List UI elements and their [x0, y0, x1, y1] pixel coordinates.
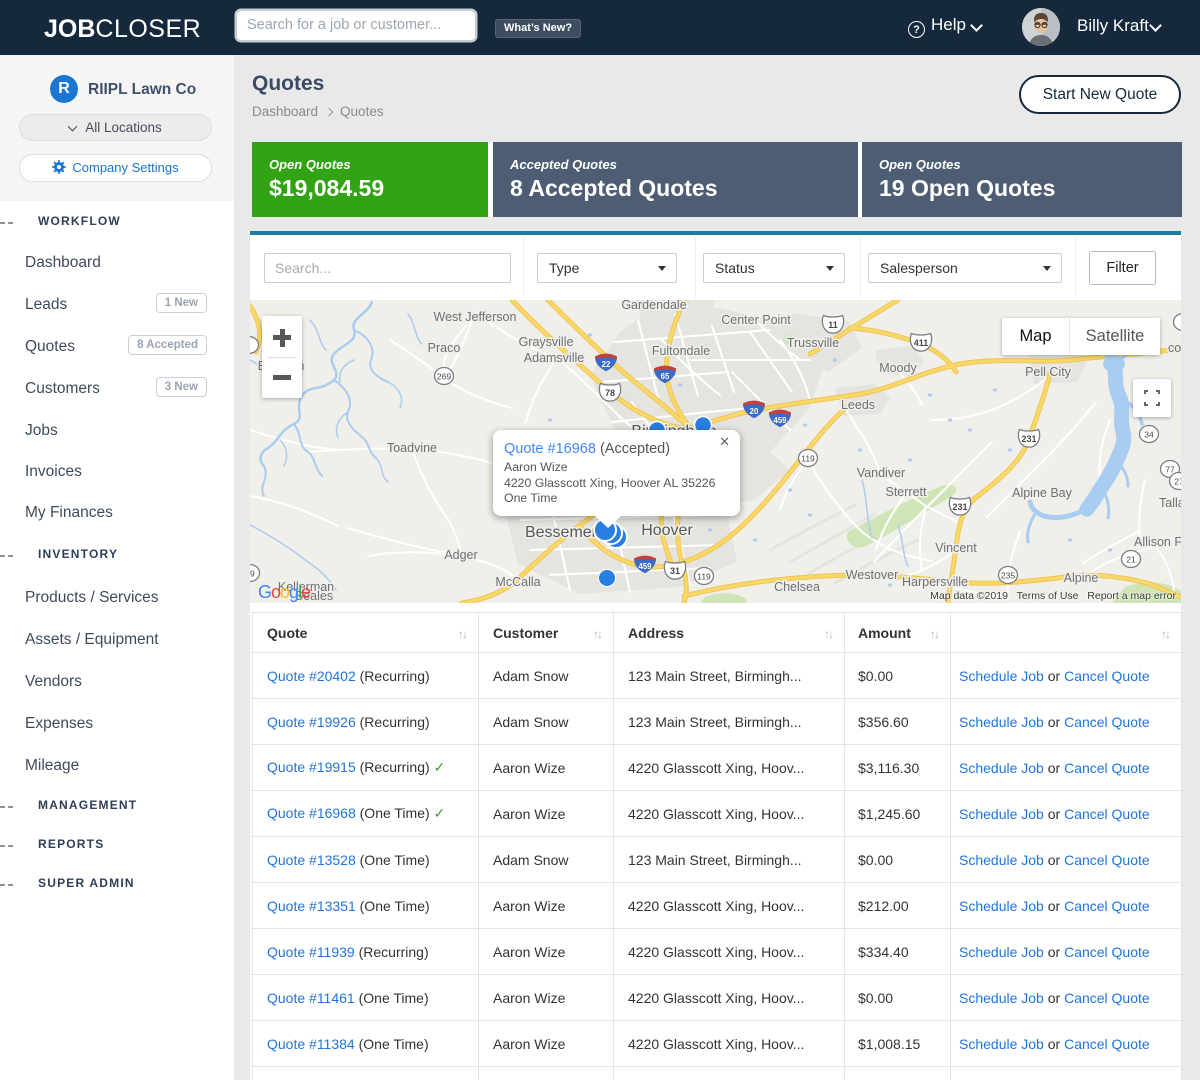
svg-text:78: 78 [605, 388, 615, 398]
svg-text:27: 27 [1174, 477, 1181, 487]
svg-text:231: 231 [952, 502, 967, 512]
svg-text:Pell City: Pell City [1025, 365, 1072, 379]
svg-text:411: 411 [914, 338, 929, 348]
svg-text:Graysville: Graysville [519, 335, 574, 349]
svg-text:Harpersville: Harpersville [902, 575, 968, 589]
svg-text:235: 235 [1001, 571, 1015, 581]
svg-text:Fultondale: Fultondale [652, 344, 710, 358]
svg-text:Moody: Moody [879, 361, 917, 375]
svg-text:Bessemer: Bessemer [525, 524, 598, 541]
svg-text:Allison F: Allison F [1134, 535, 1181, 549]
svg-text:col: col [1168, 341, 1181, 355]
svg-text:Vandiver: Vandiver [857, 466, 905, 480]
svg-text:Chelsea: Chelsea [774, 580, 820, 594]
svg-text:Vincent: Vincent [935, 541, 977, 555]
svg-text:Alpine Bay: Alpine Bay [1012, 486, 1073, 500]
svg-text:Westover: Westover [846, 568, 899, 582]
svg-text:31: 31 [670, 566, 680, 576]
svg-text:Sterrett: Sterrett [886, 485, 928, 499]
svg-text:21: 21 [1126, 555, 1136, 565]
svg-text:34: 34 [1144, 430, 1154, 440]
svg-text:Praco: Praco [428, 341, 461, 355]
svg-text:11: 11 [828, 320, 838, 330]
svg-text:119: 119 [697, 572, 711, 582]
svg-text:Adger: Adger [444, 548, 477, 562]
svg-text:19: 19 [250, 569, 255, 579]
svg-text:Gardendale: Gardendale [621, 300, 686, 312]
svg-text:20: 20 [750, 407, 759, 416]
svg-text:22: 22 [602, 360, 611, 369]
svg-text:McCalla: McCalla [495, 575, 540, 589]
svg-text:Leeds: Leeds [841, 398, 875, 412]
svg-text:Trussville: Trussville [787, 336, 839, 350]
svg-text:77: 77 [1165, 465, 1175, 475]
svg-text:Seales: Seales [295, 589, 333, 603]
svg-text:Alpine: Alpine [1064, 571, 1099, 585]
svg-text:269: 269 [437, 372, 451, 382]
svg-text:West Jefferson: West Jefferson [434, 310, 517, 324]
svg-text:Toadvine: Toadvine [387, 441, 437, 455]
svg-text:Center Point: Center Point [721, 313, 791, 327]
svg-text:Tallac: Tallac [1159, 496, 1181, 510]
svg-text:231: 231 [1021, 434, 1036, 444]
svg-text:459: 459 [638, 562, 652, 571]
svg-text:Hoover: Hoover [641, 522, 693, 539]
svg-text:65: 65 [661, 372, 670, 381]
svg-text:Kellerman: Kellerman [278, 580, 334, 594]
svg-text:Adamsville: Adamsville [524, 351, 584, 365]
svg-text:459: 459 [773, 416, 787, 425]
svg-text:119: 119 [801, 454, 815, 464]
